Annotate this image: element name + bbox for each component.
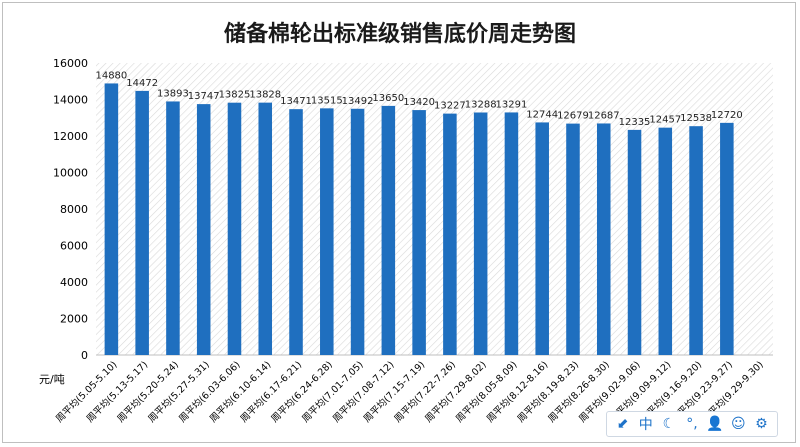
bar-series: [104, 83, 734, 356]
bar-data-label: 13291: [496, 99, 528, 110]
ime-emoji-icon[interactable]: ☺: [730, 416, 746, 432]
bar: [443, 113, 457, 356]
chart-frame: 储备棉轮出标准级销售底价周走势图 元/吨 0 2000 4000 6000 8000 10…: [2, 2, 796, 443]
bar: [566, 123, 580, 356]
bar-data-label: 12335: [619, 117, 651, 128]
bar-data-label: 12457: [649, 115, 681, 126]
bar-data-label: 13893: [157, 88, 189, 99]
ime-chinese-mode[interactable]: 中: [638, 417, 653, 433]
bar: [381, 105, 396, 355]
bar-data-label: 13471: [280, 96, 312, 107]
bar: [320, 108, 334, 355]
bar: [473, 112, 488, 355]
y-tick-label: 0: [81, 349, 88, 362]
bar: [627, 129, 642, 355]
bar: [227, 102, 242, 355]
bar-data-label: 13825: [219, 90, 251, 101]
bar: [689, 126, 703, 355]
bar-data-label: 13492: [342, 96, 374, 107]
bar: [166, 101, 180, 355]
y-tick-label: 16000: [53, 57, 88, 70]
y-tick-label: 12000: [53, 130, 88, 143]
bar-data-label: 14880: [95, 70, 127, 81]
y-axis-unit-label: 元/吨: [39, 373, 65, 386]
y-tick-label: 6000: [60, 240, 88, 253]
ime-toolbar: ⬋ 中 ☾ °, 👤 ☺ ⚙: [606, 411, 778, 437]
bar-data-label: 13650: [372, 93, 404, 104]
bar-data-label: 12744: [526, 109, 558, 120]
bar-data-label: 12720: [711, 110, 743, 121]
ime-moon-icon[interactable]: ☾: [662, 416, 676, 432]
bar: [596, 123, 611, 355]
bar: [135, 90, 149, 356]
bar-data-label: 12538: [680, 113, 712, 124]
chart-svg: 储备棉轮出标准级销售底价周走势图 元/吨 0 2000 4000 6000 8000 10…: [39, 21, 773, 425]
bar: [289, 109, 303, 355]
data-labels: 1488014472138931374713825138281347113515…: [95, 70, 742, 127]
bar: [350, 108, 365, 355]
y-tick-label: 14000: [53, 94, 88, 107]
bar: [720, 122, 734, 355]
bar-data-label: 14472: [126, 78, 158, 89]
bar-data-label: 13828: [249, 90, 281, 101]
ime-punctuation-icon[interactable]: °,: [686, 416, 698, 432]
bar: [535, 122, 549, 355]
y-tick-label: 8000: [60, 203, 88, 216]
bar-data-label: 13227: [434, 101, 466, 112]
ime-settings-icon[interactable]: ⚙: [755, 416, 768, 432]
ime-user-icon[interactable]: 👤: [706, 416, 724, 432]
bar-data-label: 13747: [188, 91, 220, 102]
bar: [258, 102, 273, 355]
y-tick-label: 4000: [60, 276, 88, 289]
bar-data-label: 13515: [311, 95, 343, 106]
bar-data-label: 12687: [588, 110, 620, 121]
bar: [196, 104, 211, 355]
ime-switch-icon[interactable]: ⬋: [616, 416, 629, 432]
bar: [504, 112, 519, 356]
bar-data-label: 13420: [403, 97, 435, 108]
bar: [104, 83, 119, 355]
y-tick-label: 2000: [60, 313, 88, 326]
bar: [412, 110, 426, 356]
chart-title: 储备棉轮出标准级销售底价周走势图: [224, 21, 576, 47]
bar-data-label: 13288: [465, 99, 497, 110]
bar-data-label: 12679: [557, 111, 589, 122]
bar: [658, 127, 673, 355]
y-tick-label: 10000: [53, 167, 88, 180]
